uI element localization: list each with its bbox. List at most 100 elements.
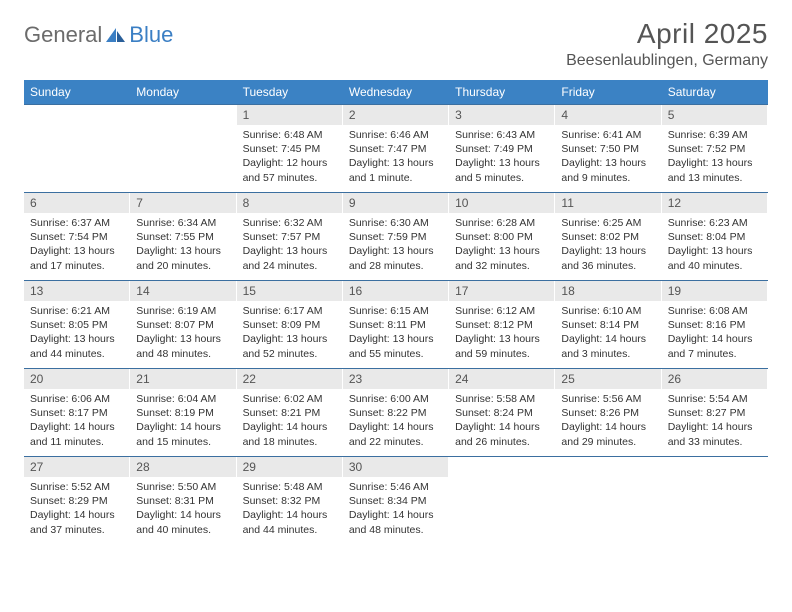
sunrise-text: Sunrise: 6:34 AM <box>136 216 230 230</box>
day-cell: 24Sunrise: 5:58 AMSunset: 8:24 PMDayligh… <box>449 369 555 457</box>
sunrise-text: Sunrise: 6:46 AM <box>349 128 443 142</box>
day-details: Sunrise: 5:56 AMSunset: 8:26 PMDaylight:… <box>555 389 661 453</box>
sunrise-text: Sunrise: 6:17 AM <box>243 304 337 318</box>
day-details: Sunrise: 6:25 AMSunset: 8:02 PMDaylight:… <box>555 213 661 277</box>
day-details: Sunrise: 6:12 AMSunset: 8:12 PMDaylight:… <box>449 301 555 365</box>
weekday-header: Friday <box>555 80 661 105</box>
day-number <box>555 457 661 477</box>
day-number: 22 <box>237 369 343 389</box>
day-number: 3 <box>449 105 555 125</box>
day-cell: 16Sunrise: 6:15 AMSunset: 8:11 PMDayligh… <box>343 281 449 369</box>
day-number <box>24 105 130 125</box>
logo-sail-icon <box>105 26 127 44</box>
day-cell: 9Sunrise: 6:30 AMSunset: 7:59 PMDaylight… <box>343 193 449 281</box>
day-details: Sunrise: 6:17 AMSunset: 8:09 PMDaylight:… <box>237 301 343 365</box>
daylight-text: Daylight: 13 hours and 36 minutes. <box>561 244 655 272</box>
sunset-text: Sunset: 8:29 PM <box>30 494 124 508</box>
day-cell: 14Sunrise: 6:19 AMSunset: 8:07 PMDayligh… <box>130 281 236 369</box>
daylight-text: Daylight: 14 hours and 22 minutes. <box>349 420 443 448</box>
sunrise-text: Sunrise: 6:08 AM <box>668 304 762 318</box>
day-details: Sunrise: 5:46 AMSunset: 8:34 PMDaylight:… <box>343 477 449 541</box>
day-number: 24 <box>449 369 555 389</box>
day-details: Sunrise: 6:28 AMSunset: 8:00 PMDaylight:… <box>449 213 555 277</box>
day-cell: 11Sunrise: 6:25 AMSunset: 8:02 PMDayligh… <box>555 193 661 281</box>
sunset-text: Sunset: 8:05 PM <box>30 318 124 332</box>
day-number: 8 <box>237 193 343 213</box>
day-cell: 26Sunrise: 5:54 AMSunset: 8:27 PMDayligh… <box>662 369 768 457</box>
sunset-text: Sunset: 8:00 PM <box>455 230 549 244</box>
day-cell: 21Sunrise: 6:04 AMSunset: 8:19 PMDayligh… <box>130 369 236 457</box>
daylight-text: Daylight: 13 hours and 5 minutes. <box>455 156 549 184</box>
daylight-text: Daylight: 14 hours and 44 minutes. <box>243 508 337 536</box>
weekday-header: Monday <box>130 80 236 105</box>
daylight-text: Daylight: 14 hours and 48 minutes. <box>349 508 443 536</box>
daylight-text: Daylight: 14 hours and 33 minutes. <box>668 420 762 448</box>
sunrise-text: Sunrise: 6:28 AM <box>455 216 549 230</box>
day-number: 26 <box>662 369 768 389</box>
day-cell <box>24 105 130 193</box>
sunrise-text: Sunrise: 5:46 AM <box>349 480 443 494</box>
day-details: Sunrise: 6:30 AMSunset: 7:59 PMDaylight:… <box>343 213 449 277</box>
day-cell: 10Sunrise: 6:28 AMSunset: 8:00 PMDayligh… <box>449 193 555 281</box>
day-details: Sunrise: 6:04 AMSunset: 8:19 PMDaylight:… <box>130 389 236 453</box>
day-cell: 4Sunrise: 6:41 AMSunset: 7:50 PMDaylight… <box>555 105 661 193</box>
week-row: 27Sunrise: 5:52 AMSunset: 8:29 PMDayligh… <box>24 457 768 545</box>
sunset-text: Sunset: 8:04 PM <box>668 230 762 244</box>
month-title: April 2025 <box>566 18 768 50</box>
sunrise-text: Sunrise: 5:50 AM <box>136 480 230 494</box>
sunset-text: Sunset: 8:21 PM <box>243 406 337 420</box>
daylight-text: Daylight: 13 hours and 40 minutes. <box>668 244 762 272</box>
daylight-text: Daylight: 14 hours and 3 minutes. <box>561 332 655 360</box>
day-details: Sunrise: 6:23 AMSunset: 8:04 PMDaylight:… <box>662 213 768 277</box>
sunset-text: Sunset: 8:27 PM <box>668 406 762 420</box>
day-number: 17 <box>449 281 555 301</box>
day-cell: 28Sunrise: 5:50 AMSunset: 8:31 PMDayligh… <box>130 457 236 545</box>
weekday-header-row: Sunday Monday Tuesday Wednesday Thursday… <box>24 80 768 105</box>
sunrise-text: Sunrise: 6:41 AM <box>561 128 655 142</box>
weekday-header: Sunday <box>24 80 130 105</box>
daylight-text: Daylight: 13 hours and 52 minutes. <box>243 332 337 360</box>
day-details: Sunrise: 5:58 AMSunset: 8:24 PMDaylight:… <box>449 389 555 453</box>
day-cell: 25Sunrise: 5:56 AMSunset: 8:26 PMDayligh… <box>555 369 661 457</box>
sunrise-text: Sunrise: 6:06 AM <box>30 392 124 406</box>
sunrise-text: Sunrise: 6:30 AM <box>349 216 443 230</box>
day-number: 2 <box>343 105 449 125</box>
daylight-text: Daylight: 13 hours and 1 minute. <box>349 156 443 184</box>
sunrise-text: Sunrise: 5:48 AM <box>243 480 337 494</box>
day-details: Sunrise: 5:48 AMSunset: 8:32 PMDaylight:… <box>237 477 343 541</box>
sunset-text: Sunset: 8:31 PM <box>136 494 230 508</box>
sunrise-text: Sunrise: 6:10 AM <box>561 304 655 318</box>
daylight-text: Daylight: 13 hours and 17 minutes. <box>30 244 124 272</box>
sunset-text: Sunset: 8:11 PM <box>349 318 443 332</box>
day-number <box>130 105 236 125</box>
day-details: Sunrise: 5:52 AMSunset: 8:29 PMDaylight:… <box>24 477 130 541</box>
day-details: Sunrise: 6:10 AMSunset: 8:14 PMDaylight:… <box>555 301 661 365</box>
sunrise-text: Sunrise: 6:25 AM <box>561 216 655 230</box>
sunset-text: Sunset: 8:34 PM <box>349 494 443 508</box>
day-number: 18 <box>555 281 661 301</box>
day-cell: 27Sunrise: 5:52 AMSunset: 8:29 PMDayligh… <box>24 457 130 545</box>
daylight-text: Daylight: 13 hours and 48 minutes. <box>136 332 230 360</box>
daylight-text: Daylight: 14 hours and 18 minutes. <box>243 420 337 448</box>
sunset-text: Sunset: 7:49 PM <box>455 142 549 156</box>
day-cell: 18Sunrise: 6:10 AMSunset: 8:14 PMDayligh… <box>555 281 661 369</box>
calendar-body: 1Sunrise: 6:48 AMSunset: 7:45 PMDaylight… <box>24 105 768 545</box>
calendar-page: General Blue April 2025 Beesenlaublingen… <box>0 0 792 545</box>
daylight-text: Daylight: 13 hours and 32 minutes. <box>455 244 549 272</box>
day-details: Sunrise: 6:06 AMSunset: 8:17 PMDaylight:… <box>24 389 130 453</box>
day-number: 16 <box>343 281 449 301</box>
day-details: Sunrise: 6:08 AMSunset: 8:16 PMDaylight:… <box>662 301 768 365</box>
day-cell: 13Sunrise: 6:21 AMSunset: 8:05 PMDayligh… <box>24 281 130 369</box>
day-details: Sunrise: 6:19 AMSunset: 8:07 PMDaylight:… <box>130 301 236 365</box>
day-cell: 23Sunrise: 6:00 AMSunset: 8:22 PMDayligh… <box>343 369 449 457</box>
day-cell <box>555 457 661 545</box>
day-number: 1 <box>237 105 343 125</box>
week-row: 13Sunrise: 6:21 AMSunset: 8:05 PMDayligh… <box>24 281 768 369</box>
sunset-text: Sunset: 7:54 PM <box>30 230 124 244</box>
weekday-header: Saturday <box>662 80 768 105</box>
day-cell <box>449 457 555 545</box>
day-number: 27 <box>24 457 130 477</box>
sunset-text: Sunset: 7:45 PM <box>243 142 337 156</box>
day-details: Sunrise: 6:02 AMSunset: 8:21 PMDaylight:… <box>237 389 343 453</box>
week-row: 20Sunrise: 6:06 AMSunset: 8:17 PMDayligh… <box>24 369 768 457</box>
